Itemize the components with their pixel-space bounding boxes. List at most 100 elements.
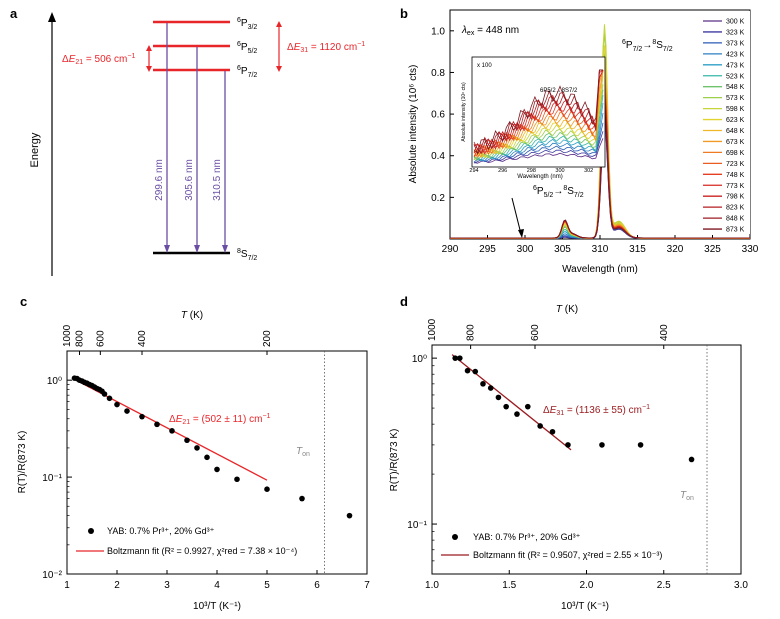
top-tick-label: 400 [137, 330, 148, 347]
y-tick-label: 10⁻² [42, 570, 62, 581]
panel-c-top-axis-label: T (K) [181, 310, 203, 321]
data-point [537, 423, 543, 429]
inset-curve-423K [473, 112, 604, 162]
x-tick-label: 3.0 [734, 580, 748, 591]
top-tick-label: 1000 [62, 324, 73, 347]
x-tick-label: 2.5 [657, 580, 671, 591]
data-point [487, 385, 494, 391]
fit-line [451, 354, 572, 451]
panel-d-top-axis-label: T (K) [556, 304, 578, 315]
panel-c-ton: Ton [296, 446, 310, 458]
legend-label: 873 K [726, 227, 745, 234]
legend-label: 323 K [726, 29, 745, 36]
legend-label: 373 K [726, 40, 745, 47]
top-tick-label: 1000 [427, 318, 438, 341]
legend-label: 423 K [726, 51, 745, 58]
panel-c-marks [71, 375, 353, 519]
panel-c-legend-fit: Boltzmann fit (R² = 0.9927, χ²red = 7.38… [107, 546, 297, 556]
legend-label: 673 K [726, 139, 745, 146]
b-y-tick-label: 0.2 [431, 193, 445, 204]
panel-b-pointer-head [518, 229, 524, 238]
dE31-arrow-head-top [276, 21, 282, 27]
data-point [124, 408, 130, 414]
data-point [114, 401, 120, 408]
panel-c-ylabel: R(T)/R(873 K) [17, 431, 28, 494]
transition-label-299: 299.6 nm [154, 159, 165, 201]
legend-label: 598 K [726, 106, 745, 113]
x-tick-label: 6 [314, 580, 320, 591]
data-point [101, 391, 108, 397]
legend-label: 848 K [726, 216, 745, 223]
panel-b-y-ticks: 0.2 0.4 0.6 0.8 1.0 [431, 26, 454, 204]
inset-transition: 6P5/2→8S7/2 [540, 88, 578, 94]
level-label-6p32: 6P3/2 [237, 17, 257, 31]
data-point [457, 355, 463, 361]
x-tick-label: 1 [64, 580, 70, 591]
energy-axis-arrow [48, 12, 56, 22]
data-point [464, 367, 471, 374]
panel-c: c 1 2 3 4 5 6 7 10⁰ 10⁻¹ 10⁻² 1000 800 600 400 200 T (… [17, 294, 370, 612]
panel-c-legend-marker [88, 528, 94, 534]
x-tick-label: 3 [164, 580, 170, 591]
data-point [214, 466, 220, 473]
panel-b-second-transition: 6P5/2→8S7/2 [533, 185, 584, 199]
level-label-6p72: 6P7/2 [237, 65, 257, 79]
data-point [184, 437, 190, 444]
b-x-tick-label: 305 [554, 244, 571, 255]
x-tick-label: 1.5 [502, 580, 516, 591]
transition-299-head [164, 245, 170, 253]
panel-b: b 290 295 300 305 310 315 320 325 330 0.20.40.60… [400, 6, 759, 275]
inset-curve-373K [473, 122, 604, 163]
inset-xlabel: Wavelength (nm) [517, 174, 562, 180]
legend-label: 648 K [726, 128, 745, 135]
data-point [299, 495, 305, 502]
legend-label: 523 K [726, 73, 745, 80]
level-label-6p52: 6P5/2 [237, 41, 257, 55]
data-point [204, 454, 210, 461]
data-point [264, 486, 270, 492]
b-x-tick-label: 315 [629, 244, 646, 255]
legend-label: 773 K [726, 183, 745, 190]
legend-label: 748 K [726, 172, 745, 179]
panel-c-xlabel: 10³/T (K⁻¹) [193, 601, 241, 612]
x-tick-label: 5 [264, 580, 270, 591]
legend-label: 823 K [726, 205, 745, 212]
data-point [495, 394, 502, 401]
b-y-tick-label: 0.6 [431, 110, 445, 121]
inset-x-tick-label: 298 [527, 168, 536, 174]
panel-c-axes: 1 2 3 4 5 6 7 10⁰ 10⁻¹ 10⁻² 1000 800 600 400 200 [42, 324, 370, 591]
inset-curve-723K [473, 69, 604, 156]
data-point [637, 442, 644, 448]
top-tick-label: 400 [659, 324, 670, 341]
top-tick-label: 800 [466, 324, 477, 341]
inset-curve-773K [473, 69, 604, 155]
legend-label: 573 K [726, 95, 745, 102]
panel-b-x-ticks: 290 295 300 305 310 315 320 325 330 [442, 235, 759, 255]
panel-d-fit-text: ΔE31 = (1136 ± 55) cm−1 [543, 404, 650, 417]
panel-b-excitation: λex = 448 nm [461, 25, 519, 37]
inset-curve-473K [473, 103, 604, 162]
inset-x-tick-label: 300 [555, 168, 564, 174]
panel-d-legend-points: YAB: 0.7% Pr³⁺, 20% Gd³⁺ [473, 532, 581, 542]
panel-d-legend-marker [452, 534, 458, 540]
inset-x-tick-label: 296 [498, 168, 507, 174]
panel-d-xlabel: 10³/T (K⁻¹) [561, 601, 609, 612]
legend-label: 473 K [726, 62, 745, 69]
data-point [549, 428, 556, 435]
legend-label: 698 K [726, 150, 745, 157]
b-x-tick-label: 300 [517, 244, 534, 255]
data-point [234, 476, 240, 483]
data-point [346, 512, 353, 519]
legend-label: 723 K [726, 161, 745, 168]
b-x-tick-label: 295 [479, 244, 496, 255]
data-point [139, 413, 145, 420]
b-x-tick-label: 290 [442, 244, 459, 255]
panel-a-label: a [10, 6, 18, 21]
panel-b-inset: x 100 6P5/2→8S7/2 Wavelength (nm) Absolu… [461, 56, 606, 180]
b-x-tick-label: 320 [667, 244, 684, 255]
data-point [169, 428, 175, 434]
inset-curve-598K [473, 76, 604, 160]
inset-ylabel: Absolute intensity (10⁶ cts) [461, 82, 467, 142]
inset-ticks: 294 296 298 300 302 [469, 168, 593, 174]
